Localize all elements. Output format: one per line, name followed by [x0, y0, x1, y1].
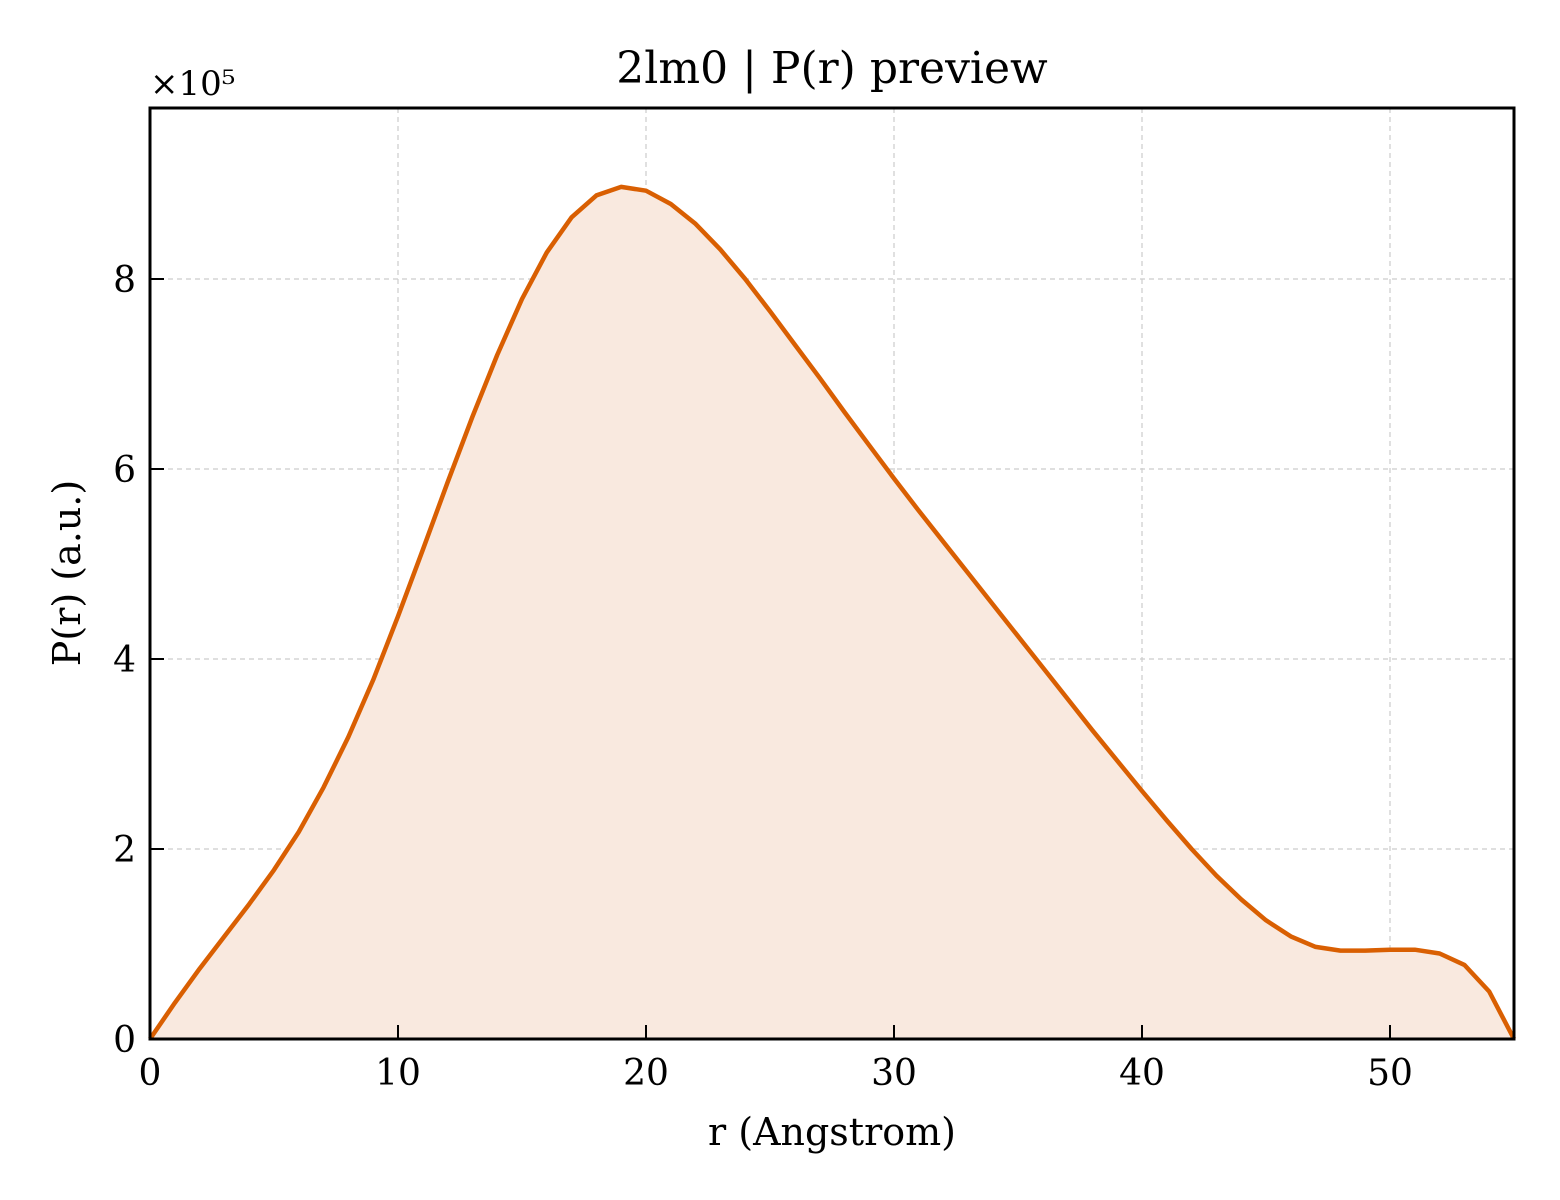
axis-ticks: 0 10 20 30 40 50 0 2 4 6 8 [113, 260, 1413, 1094]
x-tick-label: 50 [1367, 1053, 1413, 1094]
y-multiplier-label: ×10⁵ [150, 64, 235, 104]
x-tick-label: 40 [1119, 1053, 1165, 1094]
pr-area-fill [150, 186, 1514, 1039]
y-tick-label: 0 [113, 1020, 136, 1061]
pr-series-line [148, 184, 1516, 1041]
x-tick-label: 30 [871, 1053, 917, 1094]
chart-title: 2lm0 | P(r) preview [616, 43, 1048, 94]
y-tick-label: 4 [113, 640, 136, 681]
plot-frame [148, 106, 1516, 1041]
y-tick-label: 6 [113, 450, 136, 491]
x-tick-label: 10 [375, 1053, 421, 1094]
y-tick-label: 8 [113, 260, 136, 301]
x-tick-label: 0 [139, 1053, 162, 1094]
x-axis-label: r (Angstrom) [708, 1110, 956, 1154]
x-tick-label: 20 [623, 1053, 669, 1094]
y-axis-label: P(r) (a.u.) [45, 480, 89, 666]
y-tick-label: 2 [113, 830, 136, 871]
